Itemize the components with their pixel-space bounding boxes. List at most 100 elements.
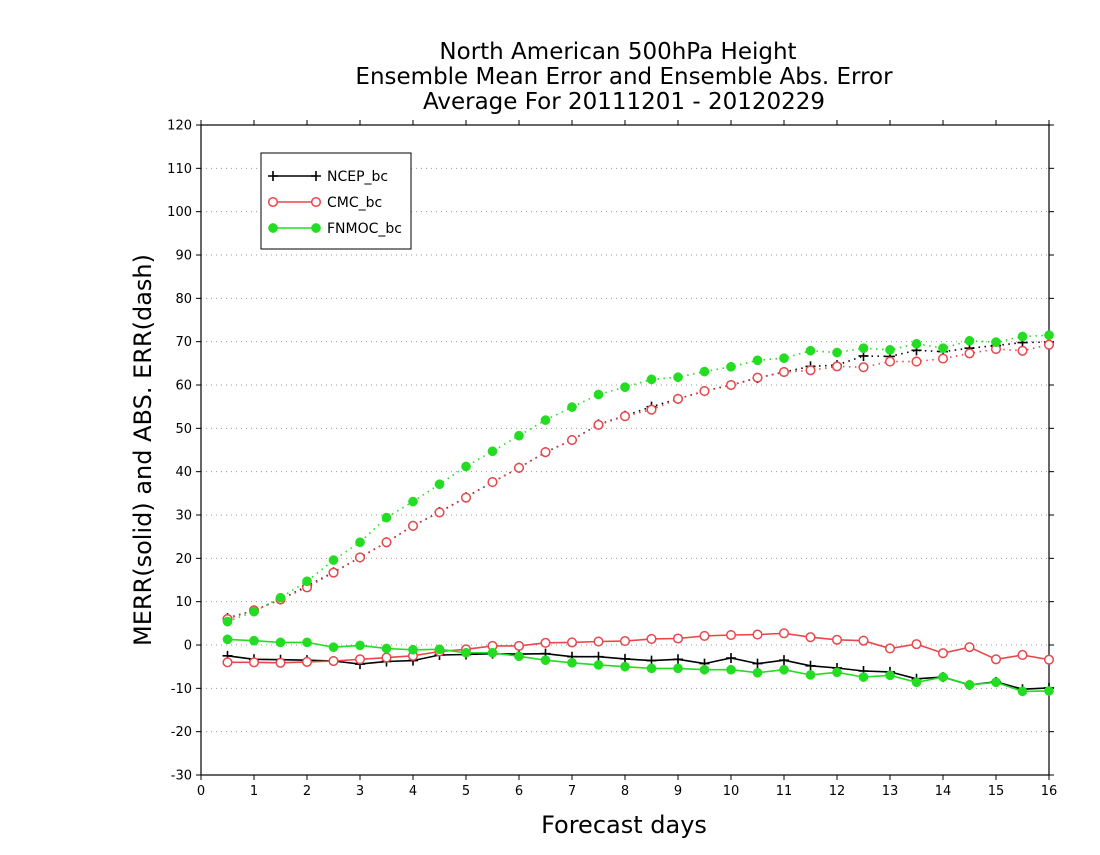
legend-marker-end-fnmoc-bc xyxy=(311,223,321,233)
series-cmc-bc xyxy=(222,339,1055,668)
point-fnmoc-bc-abserr-5 xyxy=(355,537,365,548)
point-fnmoc-bc-merr-20 xyxy=(752,667,763,678)
point-cmc-bc-abserr-23 xyxy=(831,361,843,372)
y-tick-label-80: 80 xyxy=(175,292,192,307)
point-fnmoc-bc-merr-10 xyxy=(487,647,498,658)
point-cmc-bc-abserr-26 xyxy=(911,356,922,367)
point-fnmoc-bc-abserr-7 xyxy=(408,496,418,507)
legend-label-cmc-bc: CMC_bc xyxy=(327,195,382,211)
point-fnmoc-bc-abserr-30 xyxy=(1017,331,1028,342)
point-cmc-bc-abserr-24 xyxy=(858,362,869,373)
point-cmc-bc-merr-3 xyxy=(301,656,313,667)
legend-label-fnmoc-bc: FNMOC_bc xyxy=(327,221,402,237)
point-fnmoc-bc-abserr-4 xyxy=(328,555,339,565)
grid xyxy=(201,167,1049,733)
point-cmc-bc-abserr-9 xyxy=(460,492,472,503)
point-cmc-bc-abserr-20 xyxy=(752,372,763,383)
point-fnmoc-bc-merr-13 xyxy=(567,657,577,668)
point-cmc-bc-merr-0 xyxy=(222,657,233,668)
series-layer xyxy=(222,330,1055,697)
point-fnmoc-bc-abserr-24 xyxy=(858,343,869,354)
point-cmc-bc-merr-15 xyxy=(619,636,631,647)
point-fnmoc-bc-abserr-26 xyxy=(911,338,922,349)
point-cmc-bc-abserr-27 xyxy=(937,353,949,364)
point-cmc-bc-abserr-4 xyxy=(328,567,339,578)
point-fnmoc-bc-merr-11 xyxy=(514,651,524,662)
point-ncep-bc-merr-21 xyxy=(779,655,789,666)
y-tick-label-100: 100 xyxy=(167,205,192,220)
point-fnmoc-bc-merr-3 xyxy=(302,637,312,648)
point-cmc-bc-abserr-10 xyxy=(487,477,498,488)
legend-marker-start-cmc-bc xyxy=(267,196,279,208)
y-tick-label-40: 40 xyxy=(175,465,192,480)
point-fnmoc-bc-abserr-25 xyxy=(885,345,895,355)
y-tick-label-50: 50 xyxy=(175,422,192,437)
line-ncep-bc-merr xyxy=(227,652,1050,691)
point-cmc-bc-merr-4 xyxy=(328,655,339,667)
point-cmc-bc-merr-21 xyxy=(778,628,790,639)
point-cmc-bc-abserr-15 xyxy=(619,411,631,422)
x-tick-label-5: 5 xyxy=(462,784,470,799)
x-axis-title: Forecast days xyxy=(541,811,707,839)
point-fnmoc-bc-merr-1 xyxy=(249,635,259,646)
point-fnmoc-bc-merr-15 xyxy=(620,661,630,672)
point-fnmoc-bc-abserr-0 xyxy=(222,616,233,627)
point-fnmoc-bc-merr-27 xyxy=(938,672,948,682)
point-cmc-bc-merr-27 xyxy=(937,648,949,659)
point-fnmoc-bc-abserr-16 xyxy=(646,374,657,385)
point-fnmoc-bc-merr-7 xyxy=(408,644,418,655)
point-fnmoc-bc-abserr-28 xyxy=(964,335,975,346)
y-tick-label--30: -30 xyxy=(171,769,192,784)
point-fnmoc-bc-merr-17 xyxy=(673,663,683,674)
line-ncep-bc-abserr xyxy=(227,341,1050,619)
x-tick-label-8: 8 xyxy=(621,784,629,799)
point-fnmoc-bc-abserr-18 xyxy=(699,366,710,377)
point-fnmoc-bc-abserr-17 xyxy=(673,372,683,383)
point-fnmoc-bc-merr-9 xyxy=(461,647,471,658)
point-cmc-bc-merr-2 xyxy=(275,657,286,668)
x-tick-label-15: 15 xyxy=(988,784,1005,799)
point-cmc-bc-merr-12 xyxy=(540,637,551,648)
point-fnmoc-bc-abserr-6 xyxy=(381,512,392,523)
line-cmc-bc-merr xyxy=(227,632,1050,664)
point-fnmoc-bc-merr-2 xyxy=(275,637,286,648)
legend-label-ncep-bc: NCEP_bc xyxy=(327,169,388,185)
point-cmc-bc-abserr-16 xyxy=(646,404,657,415)
point-fnmoc-bc-abserr-15 xyxy=(620,382,630,393)
point-cmc-bc-abserr-18 xyxy=(699,386,710,397)
legend-marker-start-fnmoc-bc xyxy=(268,223,278,233)
y-tick-label-70: 70 xyxy=(175,335,192,350)
point-fnmoc-bc-merr-0 xyxy=(222,634,233,645)
point-fnmoc-bc-abserr-19 xyxy=(726,361,736,372)
point-fnmoc-bc-merr-30 xyxy=(1017,686,1028,697)
point-fnmoc-bc-merr-25 xyxy=(885,670,895,681)
x-tick-label-14: 14 xyxy=(935,784,952,799)
legend-marker-start-ncep-bc xyxy=(268,171,278,181)
x-tick-label-4: 4 xyxy=(409,784,417,799)
y-tick-label-20: 20 xyxy=(175,552,192,567)
point-cmc-bc-merr-20 xyxy=(752,629,763,640)
chart-title-line-1: North American 500hPa Height xyxy=(439,39,796,65)
legend-marker-end-cmc-bc xyxy=(310,196,322,208)
point-ncep-bc-merr-20 xyxy=(752,658,763,669)
point-cmc-bc-merr-26 xyxy=(911,639,922,650)
point-fnmoc-bc-merr-8 xyxy=(434,644,445,655)
point-ncep-bc-merr-19 xyxy=(726,653,736,663)
point-fnmoc-bc-abserr-10 xyxy=(487,446,498,457)
point-fnmoc-bc-merr-14 xyxy=(593,660,604,670)
point-cmc-bc-abserr-5 xyxy=(354,552,366,563)
point-ncep-bc-merr-14 xyxy=(593,651,604,662)
point-fnmoc-bc-abserr-13 xyxy=(567,402,577,412)
point-fnmoc-bc-abserr-27 xyxy=(938,343,948,354)
point-cmc-bc-abserr-8 xyxy=(434,507,445,518)
point-fnmoc-bc-merr-29 xyxy=(991,677,1001,688)
y-tick-label--20: -20 xyxy=(171,725,192,740)
point-fnmoc-bc-abserr-31 xyxy=(1044,330,1054,341)
point-fnmoc-bc-merr-6 xyxy=(381,643,392,654)
y-tick-label--10: -10 xyxy=(171,682,192,697)
point-fnmoc-bc-abserr-1 xyxy=(249,606,259,617)
point-cmc-bc-merr-24 xyxy=(858,635,869,646)
y-tick-label-120: 120 xyxy=(167,119,192,134)
